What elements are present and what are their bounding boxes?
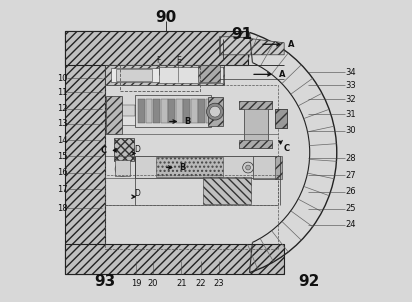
Text: 25: 25 <box>345 204 356 213</box>
Bar <box>65 244 284 274</box>
Bar <box>105 85 278 249</box>
Bar <box>169 99 175 123</box>
Text: 10: 10 <box>57 74 68 83</box>
Polygon shape <box>239 101 272 148</box>
Bar <box>153 99 160 123</box>
Text: 20: 20 <box>147 279 158 288</box>
Bar <box>136 156 280 178</box>
Text: 24: 24 <box>345 220 356 229</box>
Circle shape <box>115 162 130 176</box>
Text: 14: 14 <box>57 136 68 145</box>
Text: 13: 13 <box>57 120 68 128</box>
Bar <box>183 99 190 123</box>
Text: 93: 93 <box>94 274 115 289</box>
Circle shape <box>210 106 220 117</box>
Text: D: D <box>134 188 140 198</box>
Text: 23: 23 <box>213 279 224 288</box>
Text: 33: 33 <box>345 81 356 90</box>
Bar <box>105 65 224 85</box>
Bar <box>157 157 222 177</box>
Text: 92: 92 <box>298 274 319 289</box>
Text: C: C <box>283 144 290 153</box>
Bar <box>203 177 251 204</box>
Text: B: B <box>180 163 186 172</box>
Bar <box>65 31 248 65</box>
Text: E: E <box>176 56 181 65</box>
Text: B: B <box>184 117 190 126</box>
Text: C: C <box>100 146 106 156</box>
Bar <box>275 109 287 128</box>
Text: 16: 16 <box>57 169 68 178</box>
Bar <box>208 97 222 126</box>
Bar <box>114 138 134 161</box>
Bar <box>239 140 272 148</box>
Bar <box>159 67 222 83</box>
Text: 30: 30 <box>345 126 356 135</box>
Bar <box>120 65 200 91</box>
Text: 34: 34 <box>345 68 356 77</box>
Bar <box>176 99 183 123</box>
Bar <box>274 156 282 179</box>
Text: 31: 31 <box>345 110 356 119</box>
Bar <box>146 99 152 123</box>
Bar <box>121 105 135 124</box>
Circle shape <box>243 162 253 173</box>
Bar <box>253 156 279 179</box>
Bar <box>239 101 272 109</box>
Bar <box>191 99 198 123</box>
Text: 15: 15 <box>57 152 68 161</box>
Bar <box>206 99 213 123</box>
Text: 27: 27 <box>345 171 356 180</box>
Text: 90: 90 <box>156 10 177 25</box>
Bar <box>105 175 278 205</box>
Text: 32: 32 <box>345 95 356 104</box>
Text: 21: 21 <box>176 279 187 288</box>
Polygon shape <box>220 37 284 55</box>
Bar <box>65 31 105 274</box>
Bar <box>138 99 145 123</box>
Text: 26: 26 <box>345 187 356 196</box>
Bar <box>111 68 165 82</box>
Bar <box>106 96 122 133</box>
Text: 12: 12 <box>57 104 68 114</box>
Text: F: F <box>156 56 161 65</box>
Bar <box>161 99 168 123</box>
Bar <box>275 109 287 128</box>
Text: D: D <box>134 145 140 154</box>
Bar <box>199 65 220 82</box>
Bar <box>115 160 130 176</box>
Text: 22: 22 <box>196 279 206 288</box>
Text: A: A <box>288 40 294 49</box>
Bar <box>116 69 152 81</box>
Text: 19: 19 <box>131 279 141 288</box>
Bar <box>121 105 135 116</box>
Circle shape <box>119 165 126 173</box>
Bar <box>136 95 211 127</box>
Bar <box>199 99 205 123</box>
Text: 28: 28 <box>345 154 356 163</box>
Circle shape <box>246 165 250 170</box>
Text: 91: 91 <box>231 27 252 42</box>
Circle shape <box>206 103 223 120</box>
Text: 17: 17 <box>57 185 68 194</box>
Text: A: A <box>279 70 285 79</box>
Text: 11: 11 <box>57 88 68 97</box>
Text: 18: 18 <box>57 204 68 213</box>
